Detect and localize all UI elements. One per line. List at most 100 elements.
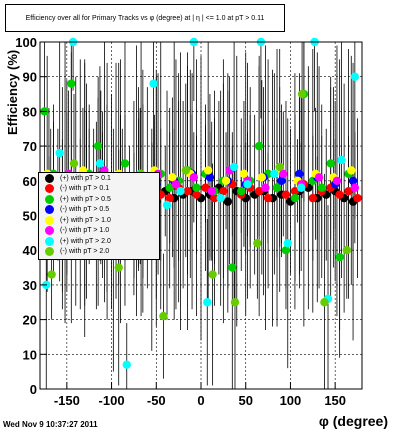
x-tick-label: 150 [324, 393, 346, 408]
x-tick-label: 0 [197, 393, 204, 408]
x-tick-label: -150 [54, 393, 80, 408]
data-point [219, 187, 228, 196]
x-tick-label: -100 [99, 393, 125, 408]
data-point [275, 162, 284, 172]
y-tick-label: 0 [30, 382, 37, 397]
data-point [350, 183, 360, 192]
data-point [69, 159, 79, 168]
data-point [165, 193, 174, 203]
data-point [208, 270, 217, 279]
data-point [229, 162, 239, 172]
data-point [270, 169, 279, 179]
y-tick-label: 40 [23, 243, 37, 258]
legend-entry: (+) with pT > 1.0 [39, 215, 159, 226]
y-tick-label: 70 [23, 139, 37, 154]
legend-label: (+) with pT > 1.0 [60, 216, 111, 224]
y-tick-label: 60 [23, 174, 37, 189]
legend: (+) with pT > 0.1 (-) with pT > 0.1 (+) wi… [38, 172, 160, 260]
legend-label: (-) with pT > 0.5 [60, 206, 110, 214]
chart-title: Efficiency over all for Primary Tracks v… [5, 4, 285, 32]
data-point [283, 239, 292, 248]
data-point [308, 193, 318, 203]
x-tick-label: -50 [147, 393, 166, 408]
data-point [237, 187, 246, 196]
data-point [192, 183, 201, 192]
axis-ticks: -150 -100 -50 0 50 100 150 0 10 20 30 40 50 60 70 80 90 1… [15, 35, 346, 408]
data-point [281, 190, 291, 199]
data-point [261, 183, 270, 192]
y-tick-label: 20 [23, 313, 37, 328]
legend-entry: (-) with pT > 0.1 [39, 184, 159, 195]
data-point [93, 141, 103, 151]
data-point [272, 183, 282, 192]
data-point [47, 270, 56, 279]
data-point [210, 193, 219, 203]
data-point [122, 360, 131, 369]
data-point [335, 252, 344, 262]
data-point [317, 183, 326, 192]
legend-marker [45, 215, 54, 225]
y-tick-label: 80 [23, 104, 37, 119]
legend-entry: (-) with pT > 1.0 [39, 226, 159, 237]
data-point [221, 176, 231, 185]
data-point [207, 187, 216, 196]
data-point [254, 141, 264, 151]
data-point [296, 183, 306, 192]
legend-entry: (-) with pT > 0.5 [39, 205, 159, 216]
data-point [183, 187, 192, 196]
data-point [159, 311, 168, 321]
legend-entry: (-) with pT > 2.0 [39, 247, 159, 258]
data-point [149, 79, 158, 88]
data-point [281, 246, 291, 255]
data-point [67, 79, 76, 88]
data-point [120, 159, 130, 168]
data-point [342, 246, 351, 255]
y-axis-label: Efficiency (%) [2, 50, 22, 150]
data-point [290, 187, 300, 196]
data-point [162, 200, 172, 210]
legend-label: (+) with pT > 0.1 [60, 174, 111, 182]
data-point [263, 193, 273, 203]
data-point [171, 180, 181, 189]
y-tick-label: 10 [23, 347, 37, 362]
data-point [176, 187, 185, 196]
data-point [95, 159, 105, 168]
data-point [344, 187, 353, 196]
legend-label: (+) with pT > 0.5 [60, 195, 111, 203]
data-point [181, 166, 190, 175]
legend-marker [45, 226, 54, 236]
legend-label: (-) with pT > 2.0 [60, 248, 110, 256]
data-point [216, 193, 225, 203]
data-point [168, 173, 177, 182]
legend-entry: (+) with pT > 0.1 [39, 173, 159, 184]
legend-label: (-) with pT > 1.0 [60, 227, 110, 235]
data-point [347, 166, 356, 175]
legend-marker [45, 205, 54, 215]
data-point [257, 173, 267, 182]
data-point [192, 190, 201, 199]
data-point [203, 166, 213, 175]
data-point [253, 239, 262, 248]
data-point [320, 298, 329, 307]
legend-marker [45, 173, 54, 183]
x-tick-label: 100 [280, 393, 302, 408]
y-axis-label-text: Efficiency (%) [5, 49, 20, 135]
legend-label: (-) with pT > 0.1 [60, 185, 110, 193]
data-point [277, 176, 286, 185]
x-tick-label: 50 [238, 393, 252, 408]
data-point [189, 173, 199, 182]
data-point [228, 263, 237, 272]
data-point [114, 263, 123, 272]
y-tick-label: 30 [23, 278, 37, 293]
legend-marker [45, 236, 54, 246]
data-point [332, 176, 342, 185]
data-point [203, 298, 212, 307]
data-point [201, 183, 210, 192]
legend-marker [45, 194, 54, 204]
data-point [230, 298, 240, 307]
y-tick-label: 90 [23, 70, 37, 85]
data-point [335, 190, 344, 199]
data-point [290, 193, 300, 203]
data-point [350, 72, 360, 81]
data-point [243, 180, 252, 189]
